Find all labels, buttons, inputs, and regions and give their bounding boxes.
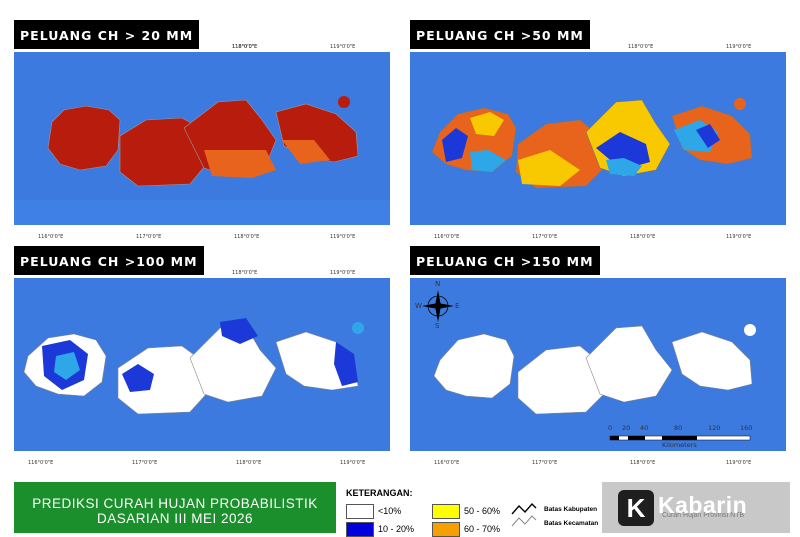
map-100mm — [14, 278, 390, 451]
lon-tick: 119°0'0"E — [726, 460, 752, 466]
lon-tick: 117°0'0"E — [132, 460, 158, 466]
panel-title: PELUANG CH >150 MM — [410, 246, 600, 275]
legend-symbol-label: Batas Kabupaten — [544, 506, 598, 513]
bima-orange — [282, 140, 330, 164]
map-panel-100mm: PELUANG CH >100 MM 118°0'0"E 119°0'0"E 1… — [14, 246, 390, 466]
lon-tick: 119°0'0"E — [330, 270, 356, 276]
background-caption: Curah Hujan Provinsi NTB — [662, 512, 745, 519]
map-50mm — [410, 52, 786, 225]
legend-symbol-label: Batas Kecamatan — [544, 520, 599, 527]
lon-tick: 119°0'0"E — [726, 234, 752, 240]
scale-tick: 20 — [622, 424, 631, 432]
sumbawa-central — [585, 325, 673, 403]
legend-label: <10% — [378, 506, 402, 516]
lon-tick: 116°0'0"E — [434, 460, 460, 466]
lombok-island — [47, 105, 121, 171]
bima-region — [671, 331, 753, 391]
lon-tick: 118°0'0"E — [232, 270, 258, 276]
scale-tick: 80 — [674, 424, 683, 432]
compass-w: W — [415, 302, 422, 310]
compass-n: N — [435, 280, 441, 288]
kabarin-k-icon: K — [618, 490, 654, 526]
legend-label: 60 - 70% — [464, 524, 501, 534]
legend-swatch-orange — [432, 522, 460, 537]
panel-title: PELUANG CH > 20 MM — [14, 20, 200, 49]
sangeang-island — [744, 324, 756, 336]
lon-tick: 119°0'0"E — [330, 234, 356, 240]
lon-tick: 118°0'0"E — [630, 460, 656, 466]
lon-tick: 118°0'0"E — [236, 460, 262, 466]
lon-tick: 116°0'0"E — [434, 234, 460, 240]
map-20mm: 118°0'0"E — [14, 44, 390, 225]
scale-unit: Kilometers — [662, 441, 697, 449]
panel-title: PELUANG CH >100 MM — [14, 246, 204, 275]
lon-tick: 116°0'0"E — [38, 234, 64, 240]
map-150mm — [410, 278, 786, 451]
legend: KETERANGAN: <10% 10 - 20% 50 - 60% 60 - … — [340, 482, 602, 537]
boundary-line-icon — [511, 502, 537, 527]
map-panel-150mm: PELUANG CH >150 MM N S E W 0 20 40 80 12… — [410, 246, 786, 466]
sumbawa-east-orange — [204, 150, 276, 178]
lon-tick: 118°0'0"E — [232, 44, 258, 50]
legend-title: KETERANGAN: — [346, 488, 413, 498]
scale-bar — [609, 435, 751, 441]
map-panel-50mm: PELUANG CH >50 MM 118°0'0"E 119°0'0"E 11… — [410, 20, 786, 240]
lon-tick: 119°0'0"E — [330, 44, 356, 50]
forecast-period: DASARIAN III MEI 2026 — [96, 511, 254, 526]
panel-title: PELUANG CH >50 MM — [410, 20, 590, 49]
forecast-title: PREDIKSI CURAH HUJAN PROBABILISTIK — [32, 496, 318, 511]
map-panel-20mm: 118°0'0"E PELUANG CH > 20 MM 118°0'0"E 1… — [14, 20, 390, 240]
sangeang-island — [734, 98, 746, 110]
kabarin-wordmark: Kabarin — [658, 492, 748, 518]
lon-tick: 119°0'0"E — [340, 460, 366, 466]
lon-tick: 117°0'0"E — [532, 234, 558, 240]
kabarin-logo: Curah Hujan Provinsi NTB K Kabarin — [602, 482, 790, 533]
lon-tick: 117°0'0"E — [532, 460, 558, 466]
scale-tick: 160 — [740, 424, 753, 432]
lon-tick: 117°0'0"E — [136, 234, 162, 240]
legend-swatch-yellow — [432, 504, 460, 519]
lon-tick: 116°0'0"E — [28, 460, 54, 466]
legend-label: 10 - 20% — [378, 524, 415, 534]
forecast-title-box: PREDIKSI CURAH HUJAN PROBABILISTIK DASAR… — [14, 482, 336, 533]
scale-tick: 0 — [608, 424, 613, 432]
legend-label: 50 - 60% — [464, 506, 501, 516]
compass-e: E — [455, 302, 460, 310]
compass-s: S — [435, 322, 440, 330]
svg-text:118°0'0"E: 118°0'0"E — [232, 44, 257, 50]
lombok-island — [433, 333, 515, 399]
compass-rose-icon — [422, 290, 454, 322]
lon-tick: 118°0'0"E — [234, 234, 260, 240]
sangeang-island — [352, 322, 364, 334]
lon-tick: 119°0'0"E — [726, 44, 752, 50]
legend-swatch-blue — [346, 522, 374, 537]
sangeang-island — [338, 96, 350, 108]
scale-tick: 40 — [640, 424, 649, 432]
lon-tick: 118°0'0"E — [628, 44, 654, 50]
scale-tick: 120 — [708, 424, 721, 432]
legend-swatch-white — [346, 504, 374, 519]
lon-tick: 118°0'0"E — [630, 234, 656, 240]
